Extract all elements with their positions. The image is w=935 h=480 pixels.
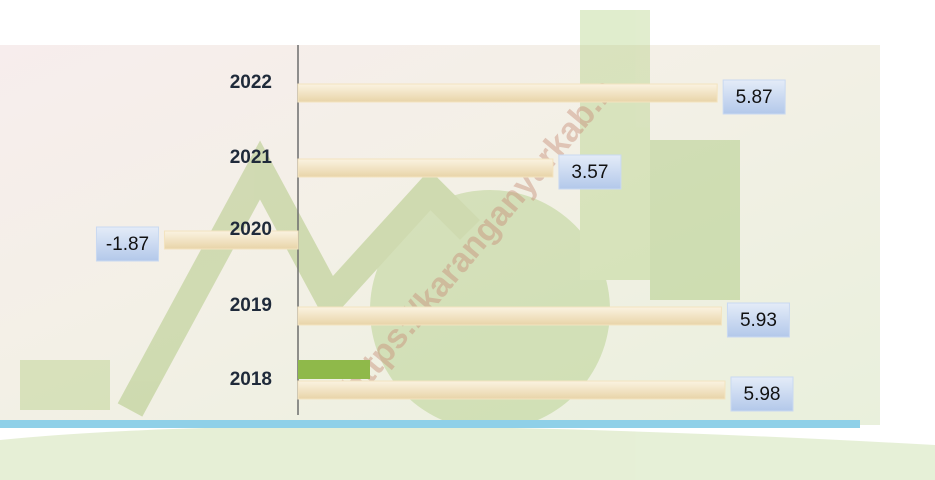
bar	[297, 83, 718, 103]
category-label: 2018	[230, 369, 272, 390]
value-label: 5.87	[736, 87, 773, 108]
value-label: 5.98	[744, 384, 781, 405]
bar	[297, 158, 554, 178]
value-label: 3.57	[571, 162, 608, 183]
category-label: 2019	[230, 295, 272, 316]
value-label: -1.87	[106, 234, 149, 255]
value-label-box	[95, 226, 159, 262]
value-label-box	[558, 154, 622, 190]
bar	[163, 230, 299, 250]
category-label: 2021	[230, 147, 273, 168]
marker	[298, 360, 370, 379]
category-label: 2020	[230, 219, 272, 240]
bar	[297, 380, 726, 400]
category-label: 2022	[230, 72, 272, 93]
value-label: 5.93	[740, 310, 777, 331]
value-label-box	[726, 302, 790, 338]
bar	[297, 306, 722, 326]
value-label-box	[730, 376, 794, 412]
baseline-band	[0, 420, 860, 428]
value-label-box	[722, 79, 786, 115]
